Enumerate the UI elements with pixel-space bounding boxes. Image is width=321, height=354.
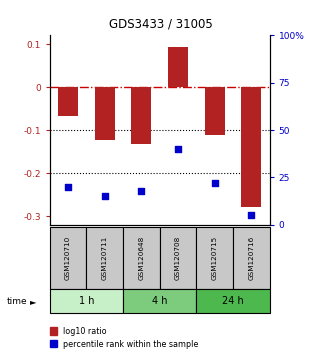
Text: GSM120711: GSM120711 bbox=[102, 235, 108, 280]
Bar bbox=[123, 227, 160, 289]
Point bbox=[139, 188, 144, 194]
Point bbox=[249, 212, 254, 218]
Text: log10 ratio: log10 ratio bbox=[63, 327, 107, 336]
Bar bbox=[196, 227, 233, 289]
Text: 1 h: 1 h bbox=[79, 296, 94, 306]
Bar bbox=[58, 87, 78, 116]
Bar bbox=[241, 87, 261, 207]
Bar bbox=[196, 289, 270, 313]
Text: 4 h: 4 h bbox=[152, 296, 168, 306]
Bar bbox=[168, 47, 188, 87]
Text: GDS3433 / 31005: GDS3433 / 31005 bbox=[108, 17, 213, 30]
Text: GSM120710: GSM120710 bbox=[65, 235, 71, 280]
Bar bbox=[50, 289, 123, 313]
Bar bbox=[131, 87, 152, 144]
Text: percentile rank within the sample: percentile rank within the sample bbox=[63, 339, 199, 349]
Bar bbox=[95, 87, 115, 139]
Bar bbox=[50, 327, 57, 335]
Text: GSM120708: GSM120708 bbox=[175, 235, 181, 280]
Point bbox=[176, 146, 181, 152]
Text: time: time bbox=[6, 297, 27, 306]
Bar bbox=[123, 289, 196, 313]
Point bbox=[212, 180, 217, 186]
Text: 24 h: 24 h bbox=[222, 296, 244, 306]
Point bbox=[65, 184, 71, 190]
Bar bbox=[204, 87, 225, 135]
Point bbox=[102, 194, 107, 199]
Bar bbox=[50, 227, 86, 289]
Text: GSM120716: GSM120716 bbox=[248, 235, 254, 280]
Bar bbox=[160, 227, 196, 289]
Text: GSM120715: GSM120715 bbox=[212, 235, 218, 280]
Bar bbox=[50, 340, 57, 347]
Text: ►: ► bbox=[30, 297, 37, 306]
Text: GSM120648: GSM120648 bbox=[138, 235, 144, 280]
Bar bbox=[86, 227, 123, 289]
Bar bbox=[233, 227, 270, 289]
